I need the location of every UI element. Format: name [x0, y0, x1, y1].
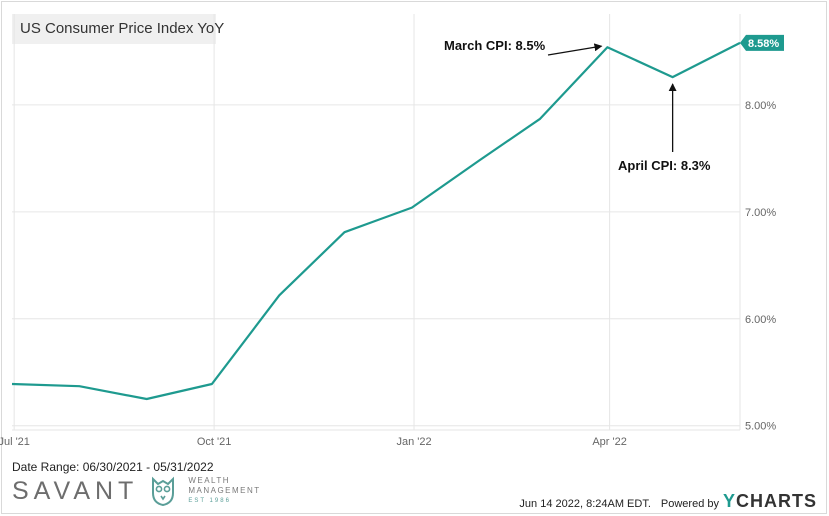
date-range: Date Range: 06/30/2021 - 05/31/2022: [12, 460, 214, 474]
ycharts-rest: CHARTS: [736, 491, 817, 511]
footer-right: Jun 14 2022, 8:24AM EDT. Powered by YCHA…: [519, 491, 817, 512]
x-tick-label: Jul '21: [0, 436, 30, 448]
brand-subtitle: WEALTH MANAGEMENT EST 1986: [188, 476, 260, 506]
last-value-group: 8.58%: [740, 34, 784, 51]
y-tick-label: 8.00%: [745, 100, 776, 112]
y-axis-ticks: 5.00% 6.00% 7.00% 8.00%: [745, 100, 776, 433]
x-tick-label: Jan '22: [396, 436, 431, 448]
annotations-group: March CPI: 8.5% April CPI: 8.3%: [444, 38, 711, 173]
y-tick-label: 6.00%: [745, 314, 776, 326]
last-value-flag: [740, 34, 784, 51]
brand-sub-line2: MANAGEMENT: [188, 486, 261, 495]
series-group: [11, 41, 741, 401]
x-axis-ticks: Jul '21 Oct '21 Jan '22 Apr '22: [0, 436, 627, 448]
ycharts-y: Y: [722, 491, 736, 511]
brand-name: SAVANT: [12, 476, 139, 505]
y-tick-label: 5.00%: [745, 421, 776, 433]
brand-est: EST 1986: [188, 498, 231, 504]
powered-by: Powered by: [660, 498, 719, 510]
y-tick-label: 7.00%: [745, 207, 776, 219]
annotation-march: March CPI: 8.5%: [444, 38, 546, 53]
timestamp: Jun 14 2022, 8:24AM EDT.: [519, 498, 651, 510]
x-tick-label: Apr '22: [592, 436, 627, 448]
grid-lines: [12, 14, 741, 431]
last-value-label: 8.58%: [748, 38, 779, 50]
title-background: [12, 14, 216, 44]
x-tick-label: Oct '21: [197, 436, 232, 448]
brand-sub-line1: WEALTH: [188, 476, 231, 485]
annotation-april: April CPI: 8.3%: [618, 158, 711, 173]
ycharts-logo[interactable]: YCHARTS: [723, 491, 817, 512]
series-line: [11, 41, 741, 401]
brand-logo: SAVANT WEALTH MANAGEMENT EST 1986: [12, 476, 261, 506]
chart-title: US Consumer Price Index YoY: [20, 20, 225, 37]
annotation-march-arrow: [547, 43, 603, 56]
owl-icon: [152, 476, 175, 506]
